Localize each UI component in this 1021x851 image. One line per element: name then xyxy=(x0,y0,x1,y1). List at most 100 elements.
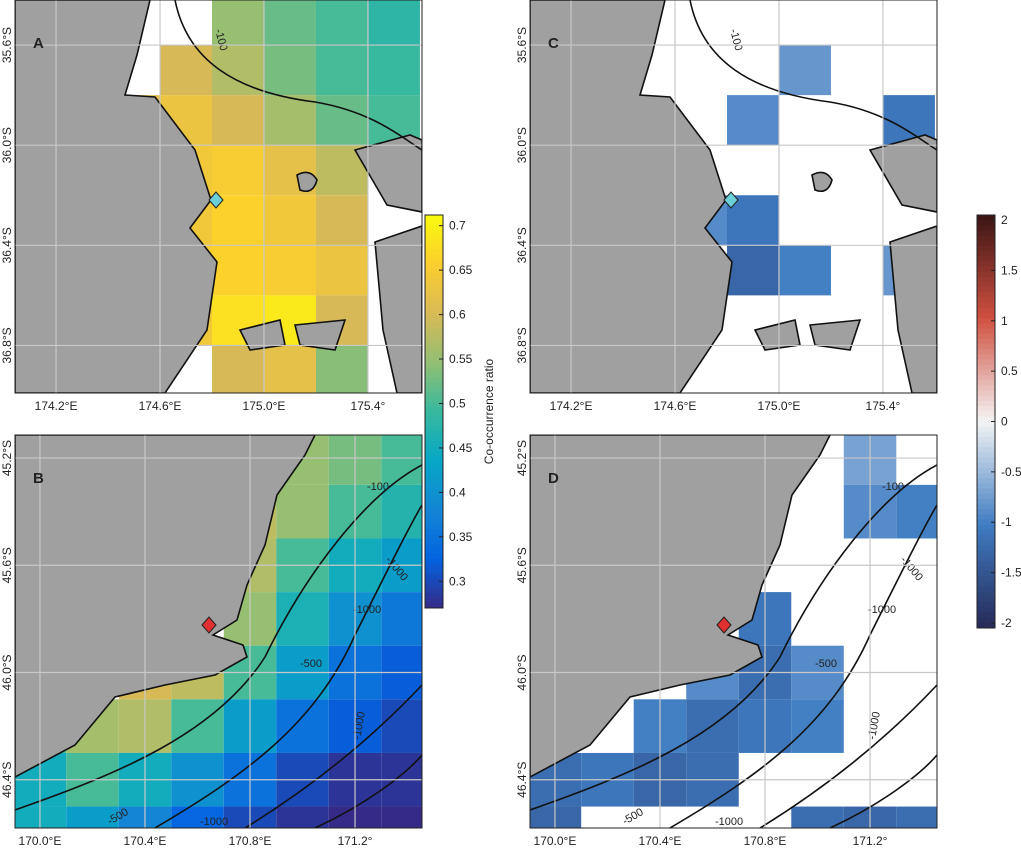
y-tick-label: 45.6°S xyxy=(0,547,14,583)
y-tick-label: 36.4°S xyxy=(0,227,14,263)
colorbar-gradient xyxy=(977,591,995,598)
colorbar-gradient xyxy=(977,457,995,464)
colorbar-gradient xyxy=(977,245,995,252)
colorbar-gradient xyxy=(977,426,995,433)
colorbar-gradient xyxy=(425,529,443,535)
colorbar-gradient xyxy=(977,235,995,242)
colorbar-gradient xyxy=(425,308,443,314)
colorbar-gradient xyxy=(977,519,995,526)
heat-cell xyxy=(263,195,316,246)
colorbar-gradient xyxy=(425,563,443,570)
colorbar-tick-label: 0.55 xyxy=(449,352,473,366)
colorbar-gradient xyxy=(977,602,995,608)
panel: -100 -1000 -1000 -500 -1000 -500 -1000 B… xyxy=(0,434,423,848)
heat-cell xyxy=(727,195,779,246)
x-tick-label: 170.4°E xyxy=(124,834,167,846)
x-tick-label: 170.8°E xyxy=(229,834,272,846)
colorbar-gradient xyxy=(425,219,443,226)
colorbar-gradient xyxy=(977,597,995,603)
heat-cell xyxy=(315,0,368,46)
heat-cell xyxy=(315,195,368,246)
x-tick-label: 170.0°E xyxy=(19,834,62,846)
colorbar-gradient xyxy=(977,581,995,588)
colorbar-gradient xyxy=(977,524,995,531)
colorbar-gradient xyxy=(425,558,443,565)
y-tick-label: 46.0°S xyxy=(515,654,529,690)
y-tick-label: 36.8°S xyxy=(0,327,14,363)
colorbar-gradient xyxy=(977,375,995,381)
x-tick-label: 174.2°E xyxy=(550,399,593,413)
x-tick-label: 174.6°E xyxy=(654,399,697,413)
colorbar-gradient xyxy=(977,297,995,304)
colorbar-gradient xyxy=(425,553,443,560)
colorbar-gradient xyxy=(425,514,443,521)
contour-label: -1000 xyxy=(200,816,228,828)
colorbar-tick-label: -0.5 xyxy=(1001,465,1021,479)
heat-cell xyxy=(315,95,368,146)
y-tick-label: 35.6°S xyxy=(0,27,14,63)
colorbar-gradient xyxy=(425,332,443,339)
heat-cell xyxy=(263,95,316,146)
colorbar-gradient xyxy=(425,598,443,604)
x-tick-label: 175.4° xyxy=(351,399,386,413)
x-tick-label: 171.2° xyxy=(853,834,888,846)
y-tick-label: 46.4°S xyxy=(515,762,529,798)
colorbar-gradient xyxy=(425,416,443,422)
colorbar-gradient xyxy=(977,555,995,562)
heat-cell xyxy=(276,806,329,828)
x-tick-label: 170.4°E xyxy=(639,834,682,846)
colorbar-gradient xyxy=(977,240,995,247)
heat-cell xyxy=(367,0,420,46)
colorbar-gradient xyxy=(425,283,443,290)
y-tick-label: 45.6°S xyxy=(515,547,529,583)
colorbar-gradient xyxy=(977,215,995,221)
colorbar-gradient xyxy=(425,337,443,344)
contour-label: -100 xyxy=(212,28,229,52)
colorbar-gradient xyxy=(425,406,443,412)
colorbar-gradient xyxy=(977,550,995,557)
colorbar-gradient xyxy=(425,436,443,442)
heat-cell xyxy=(727,95,779,146)
heat-cell xyxy=(212,245,264,296)
heat-cell xyxy=(896,484,937,539)
colorbar-gradient xyxy=(425,470,443,476)
contour-label: -1000 xyxy=(715,816,743,828)
colorbar-gradient xyxy=(425,578,443,584)
contour-label: -100 xyxy=(367,481,389,493)
contour-label: -500 xyxy=(815,658,837,670)
heat-cell xyxy=(727,245,779,296)
colorbar-gradient xyxy=(977,416,995,422)
colorbar-gradient xyxy=(425,495,443,501)
colorbar-gradient xyxy=(977,478,995,484)
colorbar-gradient xyxy=(977,225,995,231)
colorbar-gradient xyxy=(977,488,995,495)
colorbar-gradient xyxy=(977,287,995,293)
colorbar-gradient xyxy=(425,573,443,580)
heat-cell xyxy=(315,245,368,296)
heat-cell xyxy=(381,806,422,828)
colorbar-gradient xyxy=(977,421,995,428)
heat-cell xyxy=(15,806,67,828)
colorbar-gradient xyxy=(425,391,443,398)
colorbar-gradient xyxy=(977,369,995,376)
colorbar-gradient xyxy=(977,571,995,577)
colorbar-gradient xyxy=(425,465,443,471)
colorbar-gradient xyxy=(425,259,443,265)
colorbar-gradient xyxy=(977,535,995,541)
contour-label: -100 xyxy=(727,28,744,52)
colorbar-gradient xyxy=(977,529,995,536)
heat-cell xyxy=(381,435,422,485)
colorbar-tick-label: -2 xyxy=(1001,616,1012,630)
colorbar-gradient xyxy=(977,498,995,505)
colorbar: 0.3 0.35 0.4 0.45 0.5 0.55 0.6 0.65 0.7 Co-occurr… xyxy=(424,214,496,609)
colorbar-tick-label: 0.65 xyxy=(449,263,473,277)
heat-cell xyxy=(160,45,213,96)
contour-label: -500 xyxy=(300,658,322,670)
heat-cell xyxy=(315,345,368,393)
colorbar-gradient xyxy=(425,254,443,260)
colorbar-gradient xyxy=(977,313,995,319)
colorbar-gradient xyxy=(425,568,443,575)
heat-cell xyxy=(530,806,582,828)
colorbar-gradient xyxy=(977,282,995,288)
colorbar-gradient xyxy=(977,276,995,283)
